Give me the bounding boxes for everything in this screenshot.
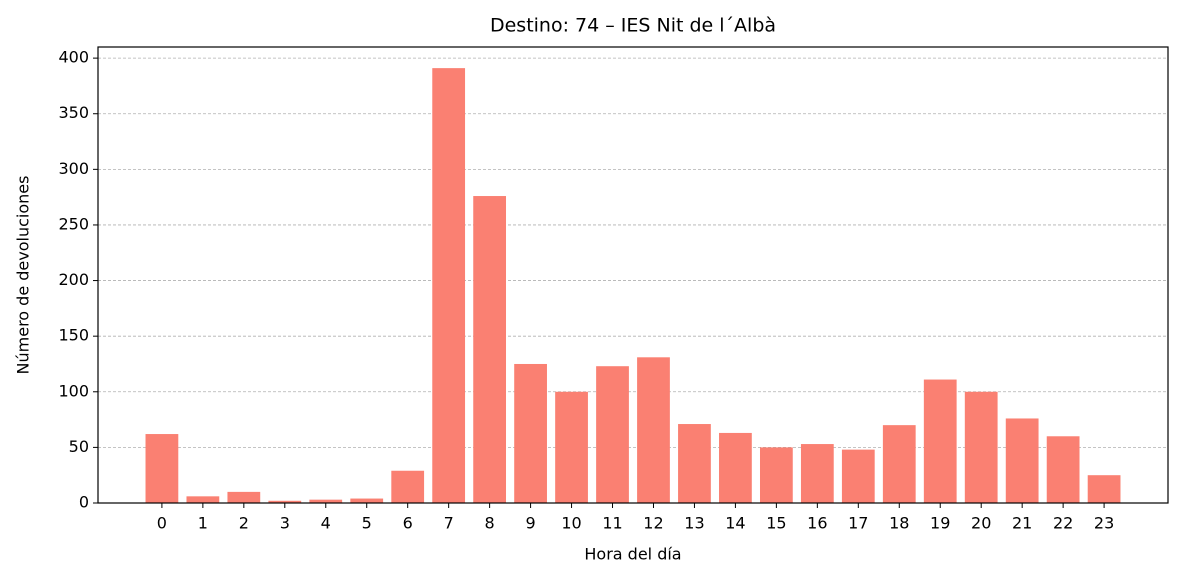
bar [800,444,834,503]
x-axis-label: Hora del día [584,545,681,564]
x-tick-label: 11 [602,514,622,533]
bar [514,363,547,503]
bar [391,470,425,503]
bar [678,424,711,503]
bar [350,498,384,503]
x-tick-label: 12 [643,514,663,533]
x-tick-label: 9 [525,514,535,533]
x-tick-label: 15 [766,514,786,533]
bar [923,379,957,503]
y-axis-label: Número de devoluciones [14,176,33,375]
x-tick-label: 22 [1053,514,1073,533]
plot-frame [97,46,1169,504]
y-tick-label: 50 [69,437,89,456]
x-tick-label: 18 [889,514,909,533]
y-tick-label: 400 [58,48,89,67]
bar [1005,418,1039,503]
bar [841,449,875,503]
x-tick-label: 17 [848,514,868,533]
chart-title: Destino: 74 – IES Nit de l´Albà [490,15,776,37]
bar [882,425,916,503]
x-tick-label: 4 [321,514,331,533]
bar [555,391,588,503]
bar [759,447,793,503]
x-tick-label: 3 [280,514,290,533]
x-tick-label: 8 [485,514,495,533]
x-tick-label: 6 [403,514,413,533]
y-tick-label: 100 [58,381,89,400]
x-tick-label: 7 [444,514,454,533]
bar [964,391,998,503]
y-tick-label: 250 [58,214,89,233]
x-tick-label: 23 [1094,514,1114,533]
bar [637,357,670,503]
y-tick-label: 150 [58,326,89,345]
bar [1087,475,1121,503]
x-tick-label: 14 [725,514,745,533]
bar [309,499,343,503]
x-tick-label: 20 [971,514,991,533]
y-tick-label: 350 [58,103,89,122]
x-tick-label: 0 [157,514,167,533]
bar [186,496,220,503]
x-tick-label: 13 [684,514,704,533]
bar [268,500,302,503]
bar [596,366,629,503]
bar [145,434,179,503]
bar [719,432,752,503]
x-tick-label: 19 [930,514,950,533]
x-tick-label: 16 [807,514,827,533]
bar [473,196,507,503]
y-tick-label: 0 [79,493,89,512]
x-tick-label: 21 [1012,514,1032,533]
bar [1046,436,1080,503]
y-tick-label: 200 [58,270,89,289]
y-tick-label: 300 [58,159,89,178]
bar [432,68,466,503]
x-tick-label: 1 [198,514,208,533]
bar [227,491,261,503]
x-tick-label: 2 [239,514,249,533]
x-tick-label: 5 [362,514,372,533]
x-tick-label: 10 [561,514,581,533]
